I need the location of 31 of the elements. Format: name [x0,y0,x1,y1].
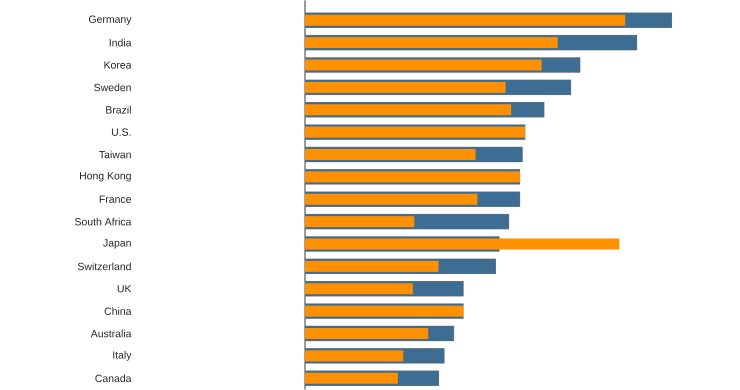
bar [305,149,476,160]
bar [305,194,478,205]
bar [305,283,413,294]
y-tick-label: South Africa [74,218,132,226]
bar [305,350,404,362]
y-tick-label: Germany [88,16,132,26]
y-tick-label: Korea [104,61,132,69]
bar [305,82,506,93]
y-tick-label: China [104,307,132,316]
bar [305,238,620,250]
bar [305,14,626,26]
bar [305,60,542,71]
y-tick-label: U.S. [112,128,131,136]
bar [305,37,558,48]
y-tick-label: France [100,196,132,203]
y-tick-label: Australia [90,330,132,338]
bar [305,328,428,340]
bar [305,104,512,116]
y-tick-label: Italy [113,351,132,361]
y-tick-label: Canada [95,374,132,382]
y-tick-label: Brazil [106,106,131,114]
bar [305,260,439,272]
y-tick-label: Switzerland [78,262,131,270]
y-tick-label: Taiwan [99,150,131,158]
y-tick-label: Sweden [94,84,131,92]
y-tick-label: UK [118,285,132,292]
y-tick-label: India [110,38,132,47]
y-tick-label: Hong Kong [80,172,131,182]
y-tick-label: Japan [103,239,131,249]
bar [305,372,398,384]
bar [305,216,414,228]
